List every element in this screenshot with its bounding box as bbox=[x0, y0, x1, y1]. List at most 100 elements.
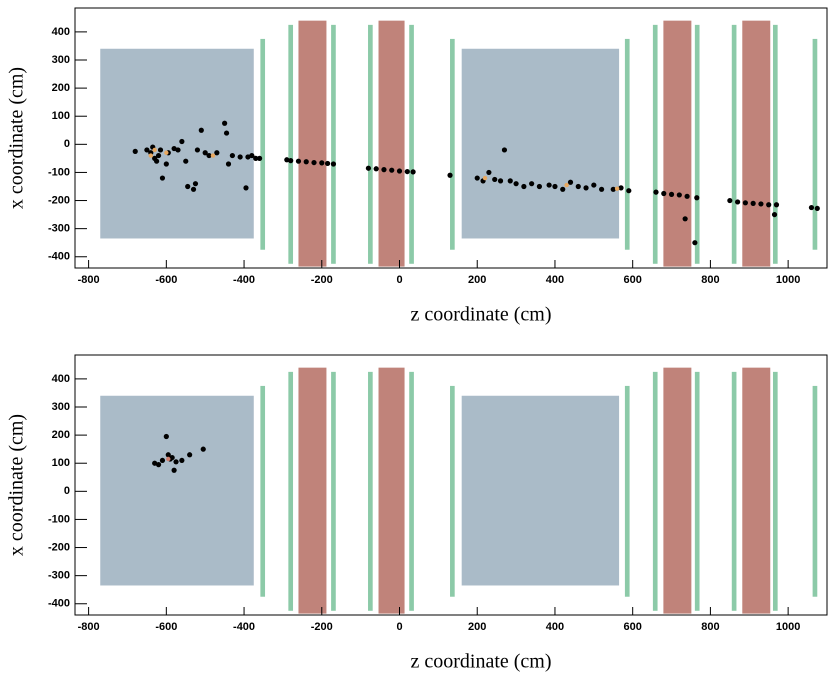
data-point bbox=[750, 200, 756, 206]
data-point bbox=[152, 147, 157, 153]
data-point bbox=[546, 182, 552, 188]
data-point bbox=[253, 155, 259, 161]
data-point bbox=[222, 120, 228, 126]
data-point bbox=[591, 182, 597, 188]
detector-region bbox=[812, 38, 818, 250]
data-point bbox=[132, 148, 138, 154]
data-point bbox=[564, 182, 569, 188]
data-point bbox=[814, 205, 820, 212]
detector-region bbox=[288, 371, 294, 611]
data-point bbox=[173, 459, 179, 465]
data-point bbox=[190, 186, 197, 192]
data-point bbox=[214, 150, 220, 156]
data-point bbox=[583, 185, 589, 191]
detector-region bbox=[409, 371, 414, 611]
data-point bbox=[610, 186, 616, 192]
data-point bbox=[575, 183, 581, 190]
y-tick-label: 400 bbox=[52, 26, 70, 38]
data-point bbox=[148, 153, 153, 158]
x-tick-label: 0 bbox=[396, 621, 402, 633]
y-tick-label: -400 bbox=[48, 251, 70, 263]
detector-region bbox=[812, 385, 818, 597]
y-tick-label: 400 bbox=[52, 373, 70, 385]
detector-region bbox=[461, 395, 620, 586]
data-point bbox=[365, 165, 372, 171]
detector-region bbox=[742, 367, 771, 614]
data-point bbox=[144, 147, 150, 153]
y-axis-label: x coordinate (cm) bbox=[6, 67, 28, 209]
data-point bbox=[626, 188, 632, 194]
detector-region bbox=[378, 20, 405, 267]
data-point bbox=[773, 202, 780, 208]
data-point bbox=[529, 181, 535, 187]
y-axis-label: x coordinate (cm) bbox=[6, 414, 28, 556]
data-point bbox=[159, 175, 166, 181]
detector-region bbox=[461, 48, 620, 239]
x-tick-label: 400 bbox=[546, 274, 564, 286]
data-point bbox=[567, 179, 574, 185]
data-point bbox=[225, 161, 232, 167]
data-point bbox=[325, 160, 331, 167]
detector-region bbox=[331, 24, 336, 264]
y-tick-label: -200 bbox=[48, 541, 70, 553]
y-tick-label: -400 bbox=[48, 598, 70, 610]
x-tick-label: -400 bbox=[233, 621, 255, 633]
data-point bbox=[396, 168, 403, 174]
data-point bbox=[766, 202, 772, 208]
data-point bbox=[668, 191, 675, 197]
y-tick-label: -200 bbox=[48, 194, 70, 206]
x-tick-label: 200 bbox=[468, 621, 486, 633]
data-point bbox=[154, 158, 160, 164]
data-point bbox=[614, 186, 620, 191]
y-tick-label: 100 bbox=[52, 110, 70, 122]
detector-region bbox=[624, 38, 630, 250]
data-point bbox=[165, 452, 171, 458]
x-tick-label: -400 bbox=[233, 274, 255, 286]
detector-region bbox=[100, 48, 254, 239]
detector-region bbox=[298, 20, 327, 267]
data-point bbox=[157, 147, 164, 153]
data-point bbox=[486, 169, 492, 176]
data-point bbox=[727, 197, 733, 204]
detector-region bbox=[772, 371, 778, 611]
detector-region bbox=[663, 367, 692, 614]
detector-region bbox=[260, 385, 266, 597]
detector-region bbox=[260, 38, 266, 250]
detector-region bbox=[450, 38, 455, 250]
detector-region bbox=[100, 395, 254, 586]
detector-region bbox=[298, 367, 327, 614]
y-tick-label: 0 bbox=[64, 485, 70, 497]
data-point bbox=[163, 433, 169, 440]
data-point bbox=[183, 158, 189, 164]
data-point bbox=[163, 161, 169, 167]
x-tick-label: -200 bbox=[311, 274, 333, 286]
data-point bbox=[771, 211, 778, 218]
data-point bbox=[171, 467, 177, 473]
data-point bbox=[676, 192, 682, 198]
x-tick-label: -800 bbox=[78, 621, 100, 633]
data-point bbox=[169, 454, 175, 461]
data-point bbox=[192, 181, 199, 187]
detector-region bbox=[378, 367, 405, 614]
x-tick-label: 0 bbox=[396, 274, 402, 286]
data-point bbox=[243, 185, 249, 191]
y-tick-label: 300 bbox=[52, 401, 70, 413]
x-tick-label: 400 bbox=[546, 621, 564, 633]
detector-region bbox=[652, 24, 658, 264]
data-point bbox=[198, 127, 204, 133]
data-point bbox=[210, 153, 216, 158]
data-point bbox=[692, 240, 698, 246]
detector-region bbox=[694, 371, 700, 611]
data-point bbox=[404, 168, 410, 175]
y-tick-label: 200 bbox=[52, 82, 70, 94]
detector-region bbox=[624, 385, 630, 597]
x-tick-label: 1000 bbox=[776, 274, 800, 286]
data-point bbox=[410, 169, 416, 175]
data-point bbox=[618, 185, 624, 191]
data-point bbox=[808, 204, 815, 211]
data-point bbox=[501, 147, 508, 153]
x-tick-label: -200 bbox=[311, 621, 333, 633]
data-point bbox=[521, 183, 527, 190]
plot-frame bbox=[74, 354, 828, 616]
data-point bbox=[598, 186, 605, 192]
